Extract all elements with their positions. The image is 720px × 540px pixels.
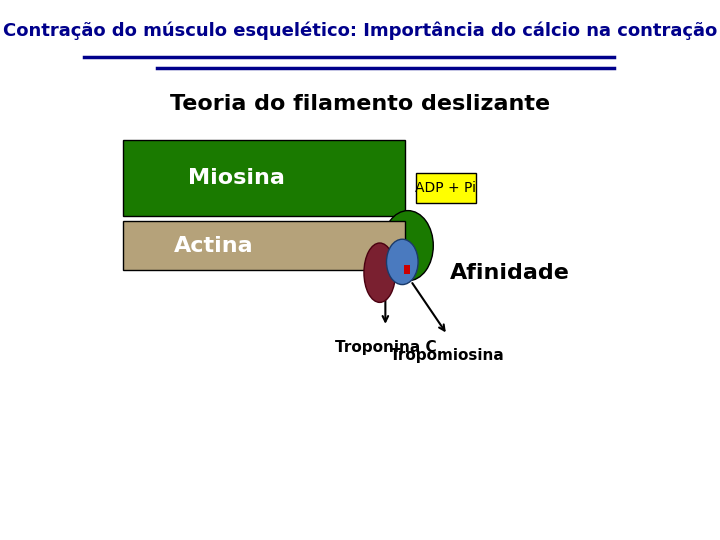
Text: Teoria do filamento deslizante: Teoria do filamento deslizante [170, 94, 550, 114]
Text: Miosina: Miosina [187, 168, 284, 188]
Ellipse shape [387, 239, 418, 285]
FancyBboxPatch shape [416, 173, 476, 202]
Text: Contração do músculo esquelético: Importância do cálcio na contração: Contração do músculo esquelético: Import… [3, 22, 717, 40]
FancyBboxPatch shape [123, 221, 405, 270]
Text: Troponina C: Troponina C [335, 340, 436, 355]
FancyBboxPatch shape [404, 265, 410, 274]
Ellipse shape [364, 243, 395, 302]
Text: Afinidade: Afinidade [450, 262, 570, 283]
Text: Actina: Actina [174, 235, 253, 256]
Ellipse shape [382, 211, 433, 281]
Text: Tropomiosina: Tropomiosina [390, 348, 505, 363]
Text: ADP + Pi: ADP + Pi [415, 181, 477, 194]
FancyBboxPatch shape [123, 140, 405, 216]
